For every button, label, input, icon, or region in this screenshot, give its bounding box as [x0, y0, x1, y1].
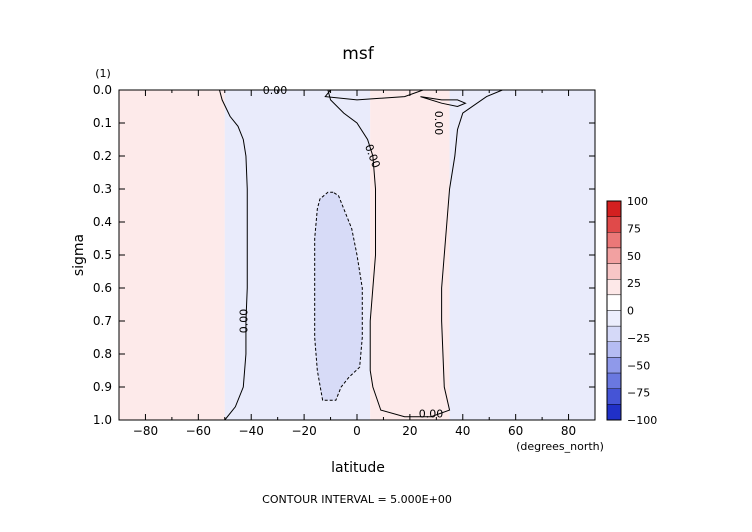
- y-tick-label: 0.7: [93, 314, 112, 328]
- colorbar-band: [606, 341, 622, 358]
- contour-label-text: 0.00: [419, 407, 444, 420]
- y-tick-label: 0.0: [93, 83, 112, 97]
- region-negative-core: [314, 192, 363, 401]
- contour-line-0: [219, 89, 248, 421]
- y-tick-label: 1.0: [93, 413, 112, 427]
- colorbar-band: [606, 216, 622, 233]
- y-tick-label: 0.9: [93, 380, 112, 394]
- colorbar-frame: [606, 200, 622, 421]
- colorbar-label: 75: [627, 222, 641, 235]
- y-axis-title: sigma: [71, 234, 87, 276]
- shaded-regions: [119, 90, 595, 420]
- y-tick-label: 0.1: [93, 116, 112, 130]
- colorbar-label: −50: [627, 359, 650, 372]
- colorbar-band: [606, 279, 622, 296]
- colorbar-band: [606, 357, 622, 374]
- contour-label-4: 0.00: [419, 407, 444, 420]
- colorbar-label: 50: [627, 250, 641, 263]
- colorbar-band: [606, 247, 622, 264]
- colorbar-label: 25: [627, 277, 641, 290]
- colorbar-band: [606, 325, 622, 342]
- x-tick-label: −40: [239, 424, 264, 438]
- x-axis-ticks: −80 −60 −40 −20 0 20 40 60 80: [118, 90, 596, 438]
- contour-line-4: [314, 191, 363, 401]
- colorbar-band: [606, 404, 622, 421]
- contour-label-text: 0.00: [432, 111, 445, 136]
- plot-area: 0.000.000.000.000.00: [118, 84, 596, 421]
- contour-line-3: [420, 96, 467, 108]
- contour-line-1: [327, 89, 503, 418]
- colorbar-label: 0: [627, 305, 634, 318]
- contour-label-1: 0.00: [237, 309, 250, 334]
- colorbar-label: −75: [627, 387, 650, 400]
- y-tick-label: 0.5: [93, 248, 112, 262]
- y-units-label: (1): [95, 67, 111, 80]
- colorbar-band: [606, 263, 622, 280]
- colorbar-label: −100: [627, 414, 657, 427]
- x-tick-label: 20: [402, 424, 417, 438]
- y-tick-label: 0.6: [93, 281, 112, 295]
- region-positive-2: [370, 90, 450, 420]
- contour-label-text: 0.00: [237, 309, 250, 334]
- colorbar-band: [606, 232, 622, 249]
- x-units-label: (degrees_north): [516, 440, 604, 453]
- x-axis-title: latitude: [331, 460, 385, 476]
- x-tick-label: −80: [133, 424, 158, 438]
- colorbar: 100 75 50 25 0 −25 −50 −75 −100: [606, 195, 657, 427]
- y-tick-label: 0.4: [93, 215, 112, 229]
- colorbar-label: 100: [627, 195, 648, 208]
- region-negative-3: [449, 90, 595, 420]
- colorbar-band: [606, 310, 622, 327]
- x-tick-label: −20: [291, 424, 316, 438]
- contour-interval-footer: CONTOUR INTERVAL = 5.000E+00: [262, 493, 452, 506]
- y-tick-label: 0.8: [93, 347, 112, 361]
- y-tick-label: 0.2: [93, 149, 112, 163]
- y-tick-label: 0.3: [93, 182, 112, 196]
- region-positive-0: [119, 90, 225, 420]
- colorbar-band: [606, 200, 622, 217]
- colorbar-band: [606, 372, 622, 389]
- colorbar-band: [606, 388, 622, 405]
- colorbar-label: −25: [627, 332, 650, 345]
- contour-label-3: 0.00: [432, 111, 445, 136]
- x-tick-label: 80: [561, 424, 576, 438]
- colorbar-band: [606, 294, 622, 311]
- y-axis-ticks: 0.0 0.1 0.2 0.3 0.4 0.5 0.6 0.7 0.8 0.9 1.0: [93, 83, 595, 427]
- x-tick-label: 40: [455, 424, 470, 438]
- x-tick-label: 0: [353, 424, 361, 438]
- x-tick-label: −60: [186, 424, 211, 438]
- chart-title: msf: [342, 44, 374, 64]
- contour-lines: [219, 89, 503, 421]
- x-tick-label: 60: [508, 424, 523, 438]
